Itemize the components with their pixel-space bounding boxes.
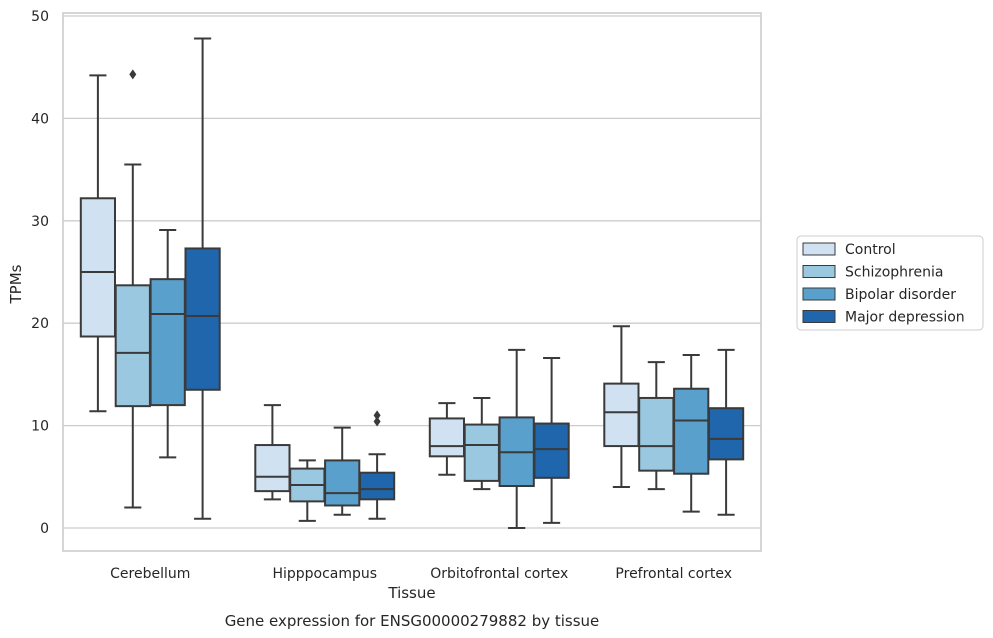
box — [114, 69, 151, 509]
y-tick-label: 30 — [31, 214, 49, 230]
box-groups — [79, 37, 745, 529]
box — [79, 74, 117, 413]
legend-label: Schizophrenia — [845, 265, 943, 281]
y-tick-label: 40 — [31, 111, 49, 127]
y-tick-label: 10 — [31, 419, 49, 435]
box-iqr — [603, 382, 640, 448]
legend-swatch — [802, 310, 836, 323]
outlier-point — [373, 416, 381, 427]
legend-frame — [796, 235, 984, 331]
box — [498, 348, 535, 529]
legend-swatch — [802, 287, 836, 301]
box-iqr — [254, 444, 291, 493]
x-tick-label: Hipppocampus — [272, 566, 377, 582]
box — [358, 410, 396, 520]
outlier-point — [373, 410, 381, 421]
box — [463, 396, 500, 491]
box-iqr — [707, 407, 745, 461]
box-iqr — [184, 247, 221, 391]
plot-frame — [62, 12, 762, 552]
x-tick-label: Cerebellum — [110, 566, 190, 582]
legend-label: Major depression — [845, 310, 965, 326]
box — [603, 325, 640, 489]
y-axis-label: TPMs — [7, 264, 25, 304]
legend-swatch — [802, 242, 836, 256]
y-tick-label: 20 — [31, 316, 49, 332]
box — [149, 229, 186, 459]
x-tick-labels: Cerebellum Hipppocampus Orbitofrontal cort… — [110, 566, 732, 582]
box-iqr — [638, 396, 675, 472]
legend: Control Schizophrenia Bipolar disorder Majo… — [796, 235, 984, 331]
box-iqr — [149, 278, 186, 407]
box-iqr — [428, 417, 466, 458]
box — [324, 426, 361, 516]
legend-label: Control — [845, 242, 896, 258]
box-iqr — [358, 471, 396, 501]
outlier-point — [129, 69, 137, 80]
chart-caption: Gene expression for ENSG00000279882 by t… — [225, 612, 600, 630]
y-tick-label: 0 — [40, 521, 49, 537]
box-iqr — [463, 423, 500, 482]
x-axis-label: Tissue — [387, 584, 435, 602]
x-tick-label: Prefrontal cortex — [615, 566, 732, 582]
box — [533, 357, 570, 524]
x-tick-label: Orbitofrontal cortex — [430, 566, 568, 582]
box — [254, 404, 291, 501]
box — [428, 402, 466, 476]
legend-label: Bipolar disorder — [845, 287, 956, 303]
box-iqr — [114, 284, 151, 408]
box-iqr — [324, 459, 361, 507]
box — [673, 353, 710, 513]
box-iqr — [673, 387, 710, 475]
box — [184, 37, 221, 520]
box-iqr — [79, 197, 117, 338]
y-tick-labels: 0 10 20 30 40 50 — [31, 9, 49, 537]
box — [707, 348, 745, 516]
box-iqr — [533, 422, 570, 479]
legend-swatch — [802, 265, 836, 278]
y-tick-label: 50 — [31, 9, 49, 25]
